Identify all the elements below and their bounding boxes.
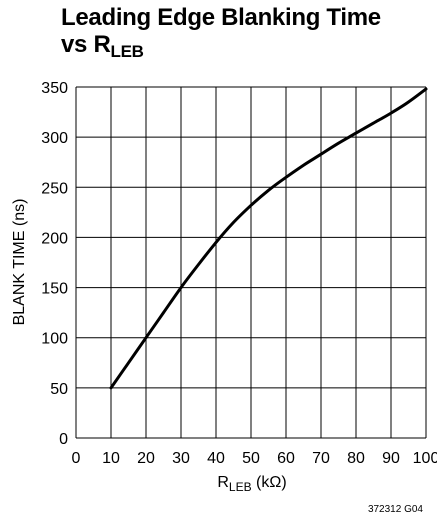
x-tick-label: 100: [413, 450, 437, 467]
y-tick-label: 100: [41, 331, 68, 348]
x-axis-label-subscript: LEB: [229, 480, 252, 494]
x-tick-label: 10: [102, 450, 120, 467]
y-tick-label: 200: [41, 230, 68, 247]
x-axis-label-unit: (kΩ): [252, 474, 287, 491]
chart-title: Leading Edge Blanking Time vs RLEB: [61, 4, 381, 65]
x-tick-label: 40: [207, 450, 225, 467]
y-tick-label: 350: [41, 80, 68, 97]
grid: [75, 86, 427, 439]
y-tick-label: 150: [41, 281, 68, 298]
series-line: [109, 87, 428, 390]
x-tick-label: 30: [172, 450, 190, 467]
x-tick-label: 20: [137, 450, 155, 467]
x-tick-label: 90: [382, 450, 400, 467]
figure-id: 372312 G04: [368, 504, 423, 515]
chart-title-subscript: LEB: [110, 42, 144, 61]
series-group: [109, 87, 428, 390]
chart-title-prefix: vs R: [61, 31, 111, 58]
x-axis-label: RLEB (kΩ): [217, 474, 286, 494]
x-axis-label-main: R: [217, 474, 229, 491]
chart-title-line1: Leading Edge Blanking Time: [61, 4, 381, 31]
x-tick-labels: 0 10 20 30 40 50 60 70 80 90 100: [72, 450, 437, 467]
y-axis-label: BLANK TIME (ns): [11, 199, 28, 326]
x-tick-label: 50: [242, 450, 260, 467]
y-tick-label: 0: [59, 431, 68, 448]
x-tick-label: 80: [347, 450, 365, 467]
x-tick-label: 60: [277, 450, 295, 467]
chart-title-line2: vs RLEB: [61, 31, 381, 65]
x-tick-label: 70: [312, 450, 330, 467]
y-tick-label: 250: [41, 180, 68, 197]
y-tick-labels: 0 50 100 150 200 250 300 350: [41, 80, 68, 448]
y-tick-label: 50: [50, 381, 68, 398]
x-tick-label: 0: [72, 450, 81, 467]
y-tick-label: 300: [41, 130, 68, 147]
